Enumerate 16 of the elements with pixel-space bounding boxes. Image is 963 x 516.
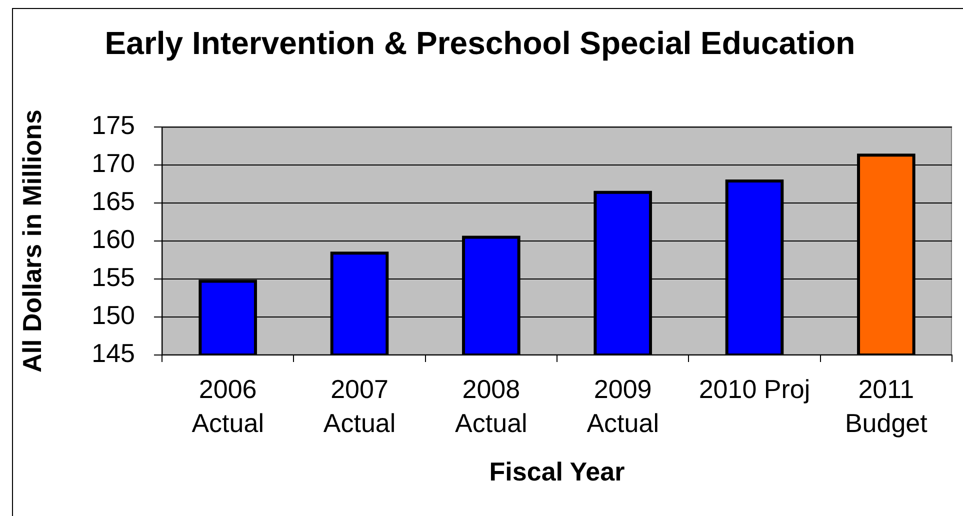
y-tick-label: 150 bbox=[92, 300, 135, 330]
x-tick-label: 2007 Actual bbox=[323, 374, 396, 438]
y-tick-label: 175 bbox=[92, 110, 135, 140]
x-tick-label: 2011 Budget bbox=[844, 374, 928, 438]
x-tick-label: 2010 Proj bbox=[698, 374, 810, 404]
x-tick-label: 2009 Actual bbox=[586, 374, 659, 438]
y-tick-label: 160 bbox=[92, 224, 135, 254]
x-axis-title: Fiscal Year bbox=[489, 456, 625, 487]
y-tick-label: 170 bbox=[92, 148, 135, 178]
chart-title: Early Intervention & Preschool Special Education bbox=[104, 25, 856, 62]
x-tick-label: 2006 Actual bbox=[192, 374, 264, 438]
x-tick-label: 2008 Actual bbox=[455, 374, 528, 438]
y-tick-label: 145 bbox=[92, 338, 135, 368]
y-axis-title: All Dollars in Millions bbox=[16, 110, 47, 372]
y-tick-label: 155 bbox=[92, 262, 135, 292]
y-tick-label: 165 bbox=[92, 186, 135, 216]
